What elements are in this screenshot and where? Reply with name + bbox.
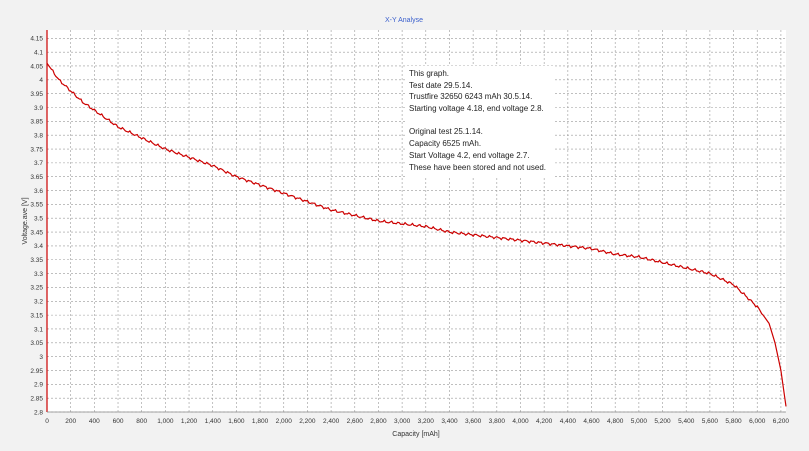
x-tick-label: 6,000 [749, 418, 766, 425]
x-axis: 0 200 400 600 800 1,000 1,200 1,400 1,600 1,800 2,… [45, 418, 789, 425]
y-tick-label: 3.35 [30, 257, 43, 264]
x-tick-label: 2,200 [299, 418, 316, 425]
y-tick-label: 3.85 [30, 119, 43, 126]
y-tick-label: 3.75 [30, 146, 43, 153]
y-tick-label: 3.15 [30, 312, 43, 319]
x-tick-label: 200 [65, 418, 76, 425]
y-tick-label: 3.45 [30, 229, 43, 236]
x-tick-label: 0 [45, 418, 49, 425]
x-tick-label: 5,600 [702, 418, 719, 425]
x-tick-label: 800 [136, 418, 147, 425]
y-tick-label: 4 [39, 77, 43, 84]
annotation-line: Trustfire 32650 6243 mAh 30.5.14. [409, 92, 533, 102]
x-tick-label: 2,400 [323, 418, 340, 425]
x-axis-label: Capacity [mAh] [392, 431, 440, 438]
y-axis-label: Voltage.ave [V] [22, 197, 29, 244]
series-line [46, 62, 787, 407]
x-tick-label: 2,000 [276, 418, 293, 425]
y-tick-label: 3.65 [30, 174, 43, 181]
y-tick-label: 3.1 [34, 326, 43, 333]
y-tick-label: 3.25 [30, 285, 43, 292]
y-tick-label: 3.05 [30, 340, 43, 347]
annotation-line: Starting voltage 4.18, end voltage 2.8. [409, 104, 544, 114]
annotation-line: Start Voltage 4.2, end voltage 2.7. [409, 150, 530, 160]
y-tick-label: 2.95 [30, 368, 43, 375]
x-tick-label: 400 [89, 418, 100, 425]
y-tick-label: 4.05 [30, 63, 43, 70]
y-tick-label: 3.95 [30, 91, 43, 98]
annotation-line: Test date 29.5.14. [409, 80, 473, 90]
x-tick-label: 1,200 [181, 418, 198, 425]
x-tick-label: 4,400 [560, 418, 577, 425]
x-tick-label: 1,000 [157, 418, 174, 425]
x-tick-label: 2,600 [347, 418, 364, 425]
y-tick-label: 3.55 [30, 202, 43, 209]
x-tick-label: 4,000 [512, 418, 529, 425]
annotation-line: Capacity 6525 mAh. [409, 139, 482, 149]
y-tick-label: 2.8 [34, 409, 43, 416]
y-tick-label: 2.85 [30, 395, 43, 402]
y-tick-label: 3.4 [34, 243, 43, 250]
x-tick-label: 4,600 [583, 418, 600, 425]
y-tick-label: 4.1 [34, 49, 43, 56]
x-tick-label: 2,800 [370, 418, 387, 425]
x-tick-label: 5,800 [725, 418, 742, 425]
y-tick-label: 3.9 [34, 105, 43, 112]
x-tick-label: 1,400 [205, 418, 222, 425]
x-tick-label: 3,600 [465, 418, 482, 425]
y-tick-label: 3.6 [34, 188, 43, 195]
annotation-spacer [409, 115, 549, 127]
annotation-line: Original test 25.1.14. [409, 127, 483, 137]
annotation-line: These have been stored and not used. [409, 162, 546, 172]
y-tick-label: 3.5 [34, 216, 43, 223]
y-tick-label: 3 [39, 354, 43, 361]
x-tick-label: 4,200 [536, 418, 553, 425]
y-tick-label: 2.9 [34, 382, 43, 389]
y-tick-label: 3.7 [34, 160, 43, 167]
x-tick-label: 5,400 [678, 418, 695, 425]
y-axis: 2.8 2.85 2.9 2.95 3 3.05 3.1 3.15 3.2 3.25 3.3 3.35… [30, 36, 43, 417]
x-tick-label: 5,200 [654, 418, 671, 425]
x-tick-label: 3,400 [441, 418, 458, 425]
y-tick-label: 4.15 [30, 36, 43, 43]
x-tick-label: 3,000 [394, 418, 411, 425]
x-tick-label: 6,200 [773, 418, 790, 425]
annotation-box: This graph. Test date 29.5.14. Trustfire… [405, 66, 553, 178]
x-tick-label: 3,200 [418, 418, 435, 425]
y-tick-label: 3.2 [34, 299, 43, 306]
x-tick-label: 4,800 [607, 418, 624, 425]
x-tick-label: 1,800 [252, 418, 269, 425]
annotation-line: This graph. [409, 69, 450, 78]
y-tick-label: 3.8 [34, 132, 43, 139]
y-tick-label: 3.3 [34, 271, 43, 278]
x-tick-label: 5,000 [631, 418, 648, 425]
x-tick-label: 3,800 [489, 418, 506, 425]
x-tick-label: 1,600 [228, 418, 245, 425]
x-tick-label: 600 [113, 418, 124, 425]
chart-title: X-Y Analyse [385, 17, 423, 24]
